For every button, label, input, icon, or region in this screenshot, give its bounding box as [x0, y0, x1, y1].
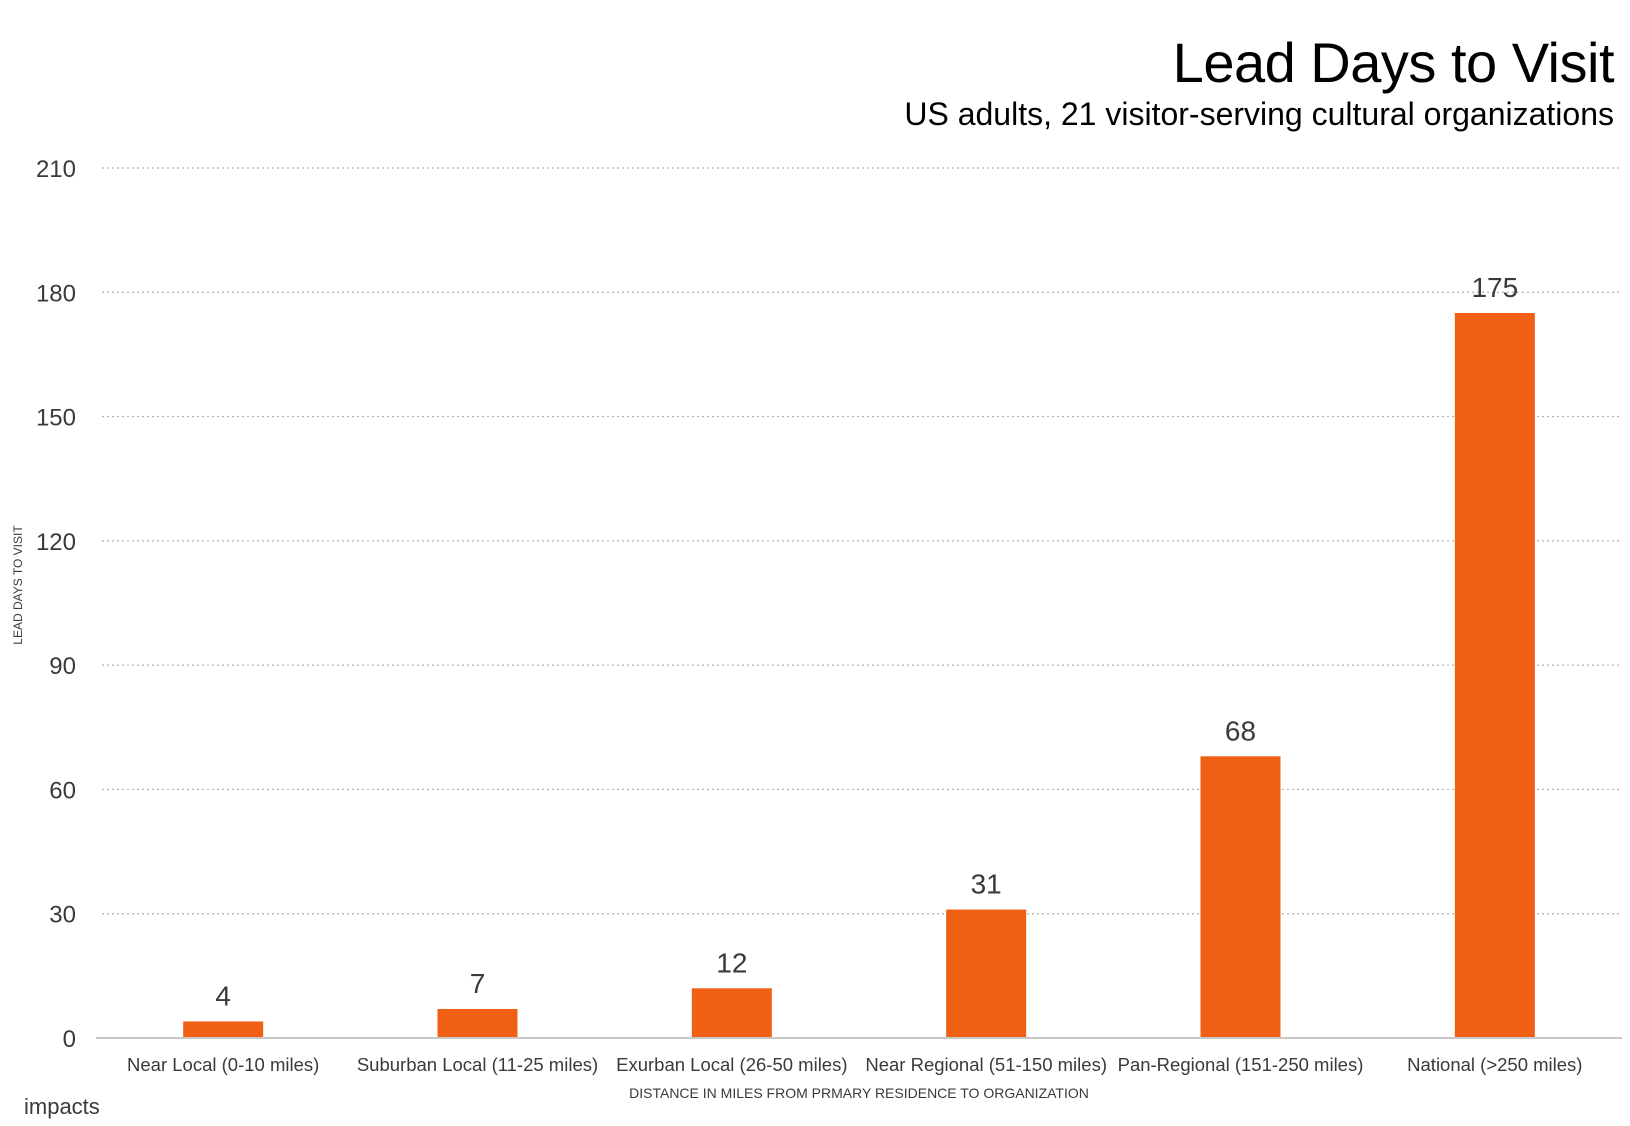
chart-title: Lead Days to Visit — [1172, 31, 1615, 94]
y-tick-label: 90 — [49, 653, 76, 680]
chart-subtitle: US adults, 21 visitor-serving cultural o… — [904, 96, 1614, 132]
y-tick-label: 210 — [36, 156, 76, 183]
bar — [437, 1009, 518, 1038]
y-axis-ticks: 0 30 60 90 120 150 180 210 — [36, 156, 76, 1053]
y-tick-label: 60 — [49, 777, 76, 804]
brand-logo: impacts — [24, 1094, 100, 1120]
x-tick-label: Exurban Local (26-50 miles) — [616, 1054, 847, 1075]
data-label: 68 — [1225, 715, 1256, 746]
data-labels: 4 7 12 31 68 175 — [215, 272, 1518, 1011]
x-axis-title: DISTANCE IN MILES FROM PRMARY RESIDENCE … — [629, 1085, 1089, 1101]
x-tick-label: Near Regional (51-150 miles) — [865, 1054, 1107, 1075]
x-tick-label: National (>250 miles) — [1407, 1054, 1582, 1075]
bar — [691, 988, 772, 1038]
y-tick-label: 180 — [36, 280, 76, 307]
data-label: 12 — [716, 947, 747, 978]
bar — [1200, 756, 1281, 1038]
y-tick-label: 30 — [49, 902, 76, 929]
x-tick-label: Near Local (0-10 miles) — [127, 1054, 319, 1075]
y-tick-label: 120 — [36, 529, 76, 556]
bar — [1454, 313, 1535, 1038]
brand-logo-text: impacts — [24, 1094, 100, 1119]
data-label: 31 — [971, 869, 1002, 900]
y-tick-label: 0 — [63, 1026, 76, 1053]
gridlines — [102, 167, 1622, 915]
y-tick-label: 150 — [36, 405, 76, 432]
x-tick-label: Pan-Regional (151-250 miles) — [1118, 1054, 1364, 1075]
x-axis-ticks: Near Local (0-10 miles) Suburban Local (1… — [127, 1054, 1582, 1075]
data-label: 7 — [470, 968, 486, 999]
bars — [183, 313, 1535, 1038]
data-label: 175 — [1471, 272, 1518, 303]
bar — [183, 1021, 264, 1038]
bar — [946, 909, 1027, 1038]
y-axis-title: LEAD DAYS TO VISIT — [11, 525, 25, 645]
x-tick-label: Suburban Local (11-25 miles) — [357, 1054, 598, 1075]
data-label: 4 — [215, 980, 231, 1011]
